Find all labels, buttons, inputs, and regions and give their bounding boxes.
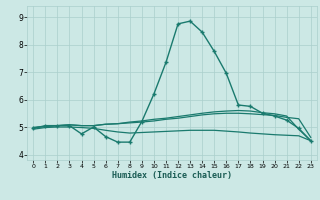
- X-axis label: Humidex (Indice chaleur): Humidex (Indice chaleur): [112, 171, 232, 180]
